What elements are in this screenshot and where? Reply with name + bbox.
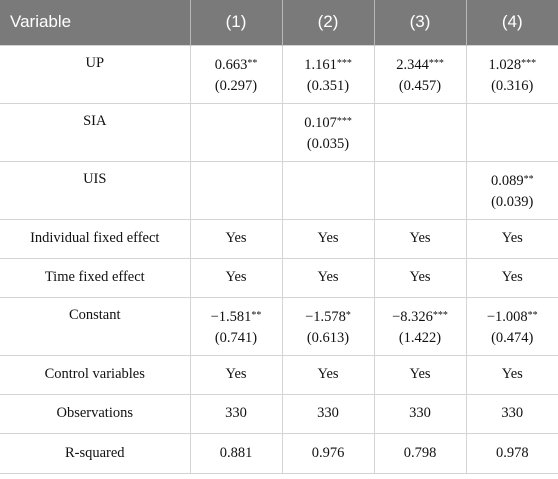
table-cell: Yes — [373, 354, 467, 395]
table-cell: Yes — [189, 354, 283, 395]
header-row: Variable (1) (2) (3) (4) — [0, 0, 558, 45]
table-cell — [373, 102, 467, 162]
coefficient: 2.344 — [396, 56, 429, 73]
table-cell: Yes — [465, 257, 558, 298]
row-label: Time fixed effect — [0, 257, 191, 298]
table-cell: 0.663** (0.297) — [189, 44, 283, 104]
table-cell: 0.089** (0.039) — [465, 160, 558, 220]
standard-error: (0.351) — [306, 77, 350, 94]
table-row: SIA 0.107*** (0.035) — [0, 102, 558, 162]
table-cell — [281, 160, 375, 220]
coefficient: −1.581 — [210, 308, 252, 325]
coefficient: −8.326 — [392, 308, 433, 325]
coefficient: 0.663 — [214, 56, 248, 73]
table-cell: 330 — [189, 393, 283, 434]
table-cell: Yes — [465, 218, 558, 259]
table-cell: 330 — [373, 393, 467, 434]
standard-error: (0.457) — [398, 77, 442, 94]
coefficient: 1.161 — [304, 56, 337, 73]
table-cell: 2.344*** (0.457) — [373, 44, 467, 104]
table-cell: Yes — [373, 218, 467, 259]
table-cell: 330 — [465, 393, 558, 434]
table-cell: −1.581** (0.741) — [189, 296, 283, 356]
table-row: UP 0.663** (0.297) 1.161*** (0.351) 2.344*… — [0, 44, 558, 104]
table-row: Constant −1.581** (0.741) −1.578* (0.613) … — [0, 296, 558, 356]
table-cell: 0.978 — [465, 432, 558, 474]
table-cell: 0.107*** (0.035) — [281, 102, 375, 162]
header-model-1: (1) — [190, 0, 283, 45]
significance-stars: ** — [251, 309, 262, 321]
table-row: Time fixed effect Yes Yes Yes Yes — [0, 257, 558, 298]
row-label: Observations — [0, 393, 191, 434]
table-row: Observations 330 330 330 330 — [0, 393, 558, 434]
header-model-2: (2) — [282, 0, 375, 45]
significance-stars: *** — [428, 57, 444, 69]
standard-error: (0.035) — [306, 135, 350, 152]
table-cell: Yes — [189, 218, 283, 259]
table-cell: Yes — [281, 257, 375, 298]
table-cell: 0.976 — [281, 432, 375, 474]
significance-stars: ** — [523, 173, 534, 185]
coefficient: −1.008 — [486, 308, 528, 325]
coefficient: 1.028 — [488, 56, 522, 73]
table-cell: 1.161*** (0.351) — [281, 44, 375, 104]
header-model-3: (3) — [374, 0, 467, 45]
significance-stars: *** — [336, 115, 352, 127]
table-cell: 330 — [281, 393, 375, 434]
significance-stars: *** — [336, 57, 352, 69]
table-cell: 1.028*** (0.316) — [465, 44, 558, 104]
standard-error: (0.741) — [214, 329, 258, 346]
table-cell: 0.798 — [373, 432, 467, 474]
standard-error: (1.422) — [398, 329, 442, 346]
table-cell: −1.578* (0.613) — [281, 296, 375, 356]
table-row: Individual fixed effect Yes Yes Yes Yes — [0, 218, 558, 259]
table-cell — [465, 102, 558, 162]
significance-stars: *** — [521, 57, 537, 69]
row-label: SIA — [0, 102, 191, 162]
coefficient: 0.107 — [304, 114, 337, 131]
table-cell: 0.881 — [189, 432, 283, 474]
standard-error: (0.039) — [491, 193, 534, 210]
row-label: R-squared — [0, 432, 191, 474]
table-cell: Yes — [189, 257, 283, 298]
table-cell: Yes — [465, 354, 558, 395]
header-variable: Variable — [0, 0, 191, 45]
significance-stars: *** — [432, 309, 448, 321]
table-cell: Yes — [373, 257, 467, 298]
table-cell: −1.008** (0.474) — [465, 296, 558, 356]
significance-stars: ** — [527, 309, 538, 321]
standard-error: (0.316) — [491, 77, 534, 94]
significance-stars: * — [345, 309, 351, 321]
row-label: UIS — [0, 160, 191, 220]
row-label: UP — [0, 44, 191, 104]
significance-stars: ** — [247, 57, 258, 69]
table-cell — [373, 160, 467, 220]
standard-error: (0.474) — [491, 329, 534, 346]
standard-error: (0.613) — [306, 329, 350, 346]
table-cell: Yes — [281, 218, 375, 259]
header-model-4: (4) — [466, 0, 558, 45]
row-label: Constant — [0, 296, 191, 356]
coefficient: 0.089 — [490, 172, 524, 189]
table-row: Control variables Yes Yes Yes Yes — [0, 354, 558, 395]
table-cell — [189, 102, 283, 162]
table-cell — [189, 160, 283, 220]
row-label: Control variables — [0, 354, 191, 395]
standard-error: (0.297) — [214, 77, 258, 94]
coefficient: −1.578 — [305, 308, 346, 325]
table-cell: Yes — [281, 354, 375, 395]
row-label: Individual fixed effect — [0, 218, 191, 259]
table-row: R-squared 0.881 0.976 0.798 0.978 — [0, 432, 558, 474]
table-cell: −8.326*** (1.422) — [373, 296, 467, 356]
table-row: UIS 0.089** (0.039) — [0, 160, 558, 220]
